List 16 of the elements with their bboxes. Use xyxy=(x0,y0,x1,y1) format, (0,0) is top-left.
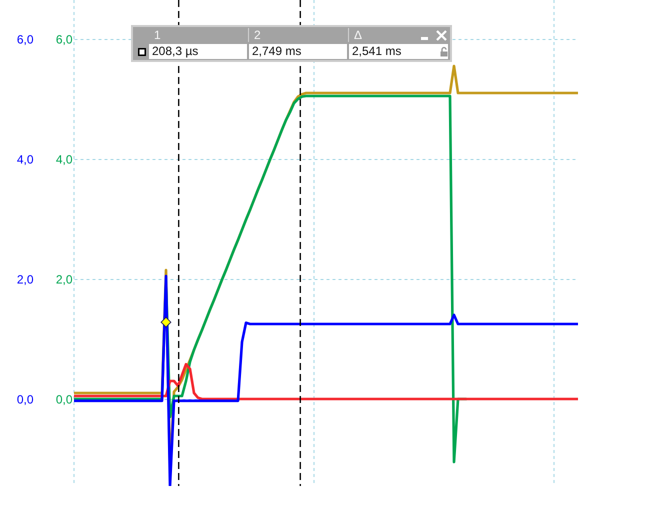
y-tick-label: 6,0 xyxy=(16,32,34,46)
annotation: 2 xyxy=(253,27,262,43)
annotation: Δ xyxy=(353,27,364,43)
y2-tick-label: 0,0 xyxy=(56,392,73,406)
y2-tick-label: 6,0 xyxy=(56,32,73,46)
annotation: 208,3 µs xyxy=(149,44,247,59)
annotation: 2,541 ms xyxy=(349,44,448,59)
y-tick-label: 4,0 xyxy=(16,152,34,166)
line-series xyxy=(74,362,578,400)
y-tick-label: 2,0 xyxy=(16,272,34,286)
y2-tick-label: 2,0 xyxy=(56,272,73,286)
annotation: 1 xyxy=(153,27,162,43)
y2-tick-label: 4,0 xyxy=(56,152,73,166)
line-series xyxy=(74,274,578,486)
annotation: 2,749 ms xyxy=(249,44,347,59)
y-tick-label: 0,0 xyxy=(16,392,34,406)
